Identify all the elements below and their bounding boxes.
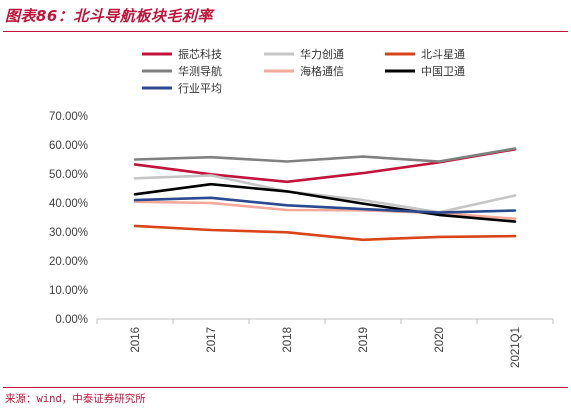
legend-item: 行业平均 [142,82,222,95]
legend-label: 北斗星通 [421,48,465,61]
series-line [133,147,517,163]
series-line [133,200,517,220]
legend-item: 华测导航 [142,64,222,78]
legend-label: 振芯科技 [178,47,222,61]
series-line [133,174,517,214]
y-tick-label: 50.00% [49,169,88,181]
legend-item: 中国卫通 [385,65,465,78]
series-line [133,182,517,223]
legend-label: 华力创通 [300,47,344,61]
y-axis: 0.00% 10.00% 20.00% 30.00% 40.00% 50.00% 60.00… [49,111,88,326]
x-tick-label: 2018 [282,327,294,353]
x-tick-label: 2016 [130,327,142,353]
y-tick-label: 30.00% [49,227,88,239]
legend-item: 海格通信 [264,64,344,78]
y-tick-label: 60.00% [49,140,88,152]
legend-label: 海格通信 [300,64,344,78]
x-tick-label: 2020 [434,327,446,353]
bottom-rule [3,387,568,388]
series-line [133,224,517,242]
legend-item: 北斗星通 [385,48,465,61]
y-tick-label: 20.00% [49,256,88,268]
y-tick-label: 0.00% [55,314,88,326]
title-rule [3,31,568,32]
y-tick-label: 70.00% [49,111,88,123]
legend-item: 华力创通 [264,47,344,61]
legend-label: 行业平均 [178,82,222,95]
x-tick-label: 2019 [358,327,370,353]
y-tick-label: 10.00% [49,285,88,297]
x-tick-label: 2017 [206,327,218,353]
source-note: 来源：wind，中泰证券研究所 [5,393,146,405]
x-axis: 2016 2017 2018 2019 2020 2021Q1 [96,318,554,368]
plot-area [133,147,517,242]
legend-item: 振芯科技 [142,47,222,61]
figure-title: 图表86：北斗导航板块毛利率 [5,7,213,25]
x-tick-label: 2021Q1 [510,327,522,368]
legend-label: 中国卫通 [421,65,465,78]
series-line [133,196,517,214]
y-tick-label: 40.00% [49,198,88,210]
legend-label: 华测导航 [178,64,222,78]
